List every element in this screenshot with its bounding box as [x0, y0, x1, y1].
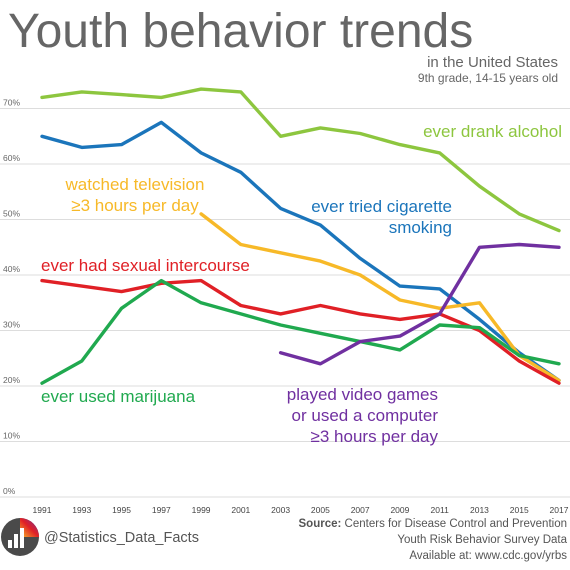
series-line-ever-had-sexual-intercourse — [40, 278, 561, 385]
series-label: or used a computer — [292, 406, 439, 425]
x-tick-label: 2011 — [431, 505, 450, 515]
y-tick-label: 50% — [3, 209, 20, 219]
source-label: Source: — [299, 518, 342, 530]
source-line-2: Youth Risk Behavior Survey Data — [397, 534, 567, 546]
series-label: ≥3 hours per day — [71, 196, 199, 215]
y-tick-label: 30% — [3, 320, 20, 330]
x-tick-label: 2003 — [271, 505, 290, 515]
chart-subtitle-line-1: in the United States — [427, 54, 558, 71]
x-tick-label: 1991 — [33, 505, 52, 515]
y-tick-label: 40% — [3, 264, 20, 274]
series-label: ever drank alcohol — [423, 122, 562, 141]
series-label: played video games — [287, 385, 438, 404]
series-label: watched television — [65, 175, 205, 194]
series-label: ≥3 hours per day — [311, 427, 439, 446]
x-tick-label: 1993 — [72, 505, 91, 515]
x-tick-label: 1995 — [112, 505, 131, 515]
series-line-watched-television-3-hours-per-day — [199, 212, 561, 383]
y-tick-label: 70% — [3, 98, 20, 108]
tick-layer: 0% 10% 20% 30% 40% 50% 60% 70% 1991 1993 1995 1997 1… — [3, 98, 569, 516]
y-tick-label: 20% — [3, 375, 20, 385]
series-label: ever used marijuana — [41, 387, 196, 406]
author-handle: @Statistics_Data_Facts — [44, 530, 199, 546]
series-label: ever had sexual intercourse — [41, 256, 250, 275]
series-line-played-video-games-or-used-a-computer-3-hours-per-day — [278, 242, 561, 366]
x-tick-label: 2001 — [231, 505, 250, 515]
source-line-3: Available at: www.cdc.gov/yrbs — [409, 550, 567, 562]
x-tick-label: 2013 — [470, 505, 489, 515]
brand-logo-icon — [1, 518, 39, 556]
x-tick-label: 2017 — [550, 505, 569, 515]
footer: @Statistics_Data_Facts Source: Centers f… — [1, 518, 568, 562]
series-line-ever-used-marijuana — [40, 278, 561, 385]
source-text: Centers for Disease Control and Preventi… — [345, 518, 567, 530]
series-label: smoking — [389, 218, 452, 237]
chart-title: Youth behavior trends — [8, 5, 473, 58]
x-tick-label: 2007 — [351, 505, 370, 515]
x-tick-label: 2005 — [311, 505, 330, 515]
y-tick-label: 60% — [3, 153, 20, 163]
x-tick-label: 2009 — [390, 505, 409, 515]
series-layer — [40, 87, 561, 385]
y-tick-label: 0% — [3, 486, 16, 496]
chart-subtitle-line-2: 9th grade, 14-15 years old — [418, 71, 558, 85]
series-label-layer: ever drank alcohol ever tried cigarette sm… — [41, 122, 562, 446]
grid-layer — [0, 108, 570, 498]
x-tick-label: 1997 — [152, 505, 171, 515]
y-tick-label: 10% — [3, 431, 20, 441]
series-line-ever-drank-alcohol — [40, 87, 561, 233]
series-line-ever-tried-cigarette-smoking — [40, 120, 561, 383]
series-label: ever tried cigarette — [311, 197, 452, 216]
source-line-1: Source: Centers for Disease Control and … — [299, 518, 567, 530]
x-tick-label: 1999 — [192, 505, 211, 515]
x-tick-label: 2015 — [510, 505, 529, 515]
